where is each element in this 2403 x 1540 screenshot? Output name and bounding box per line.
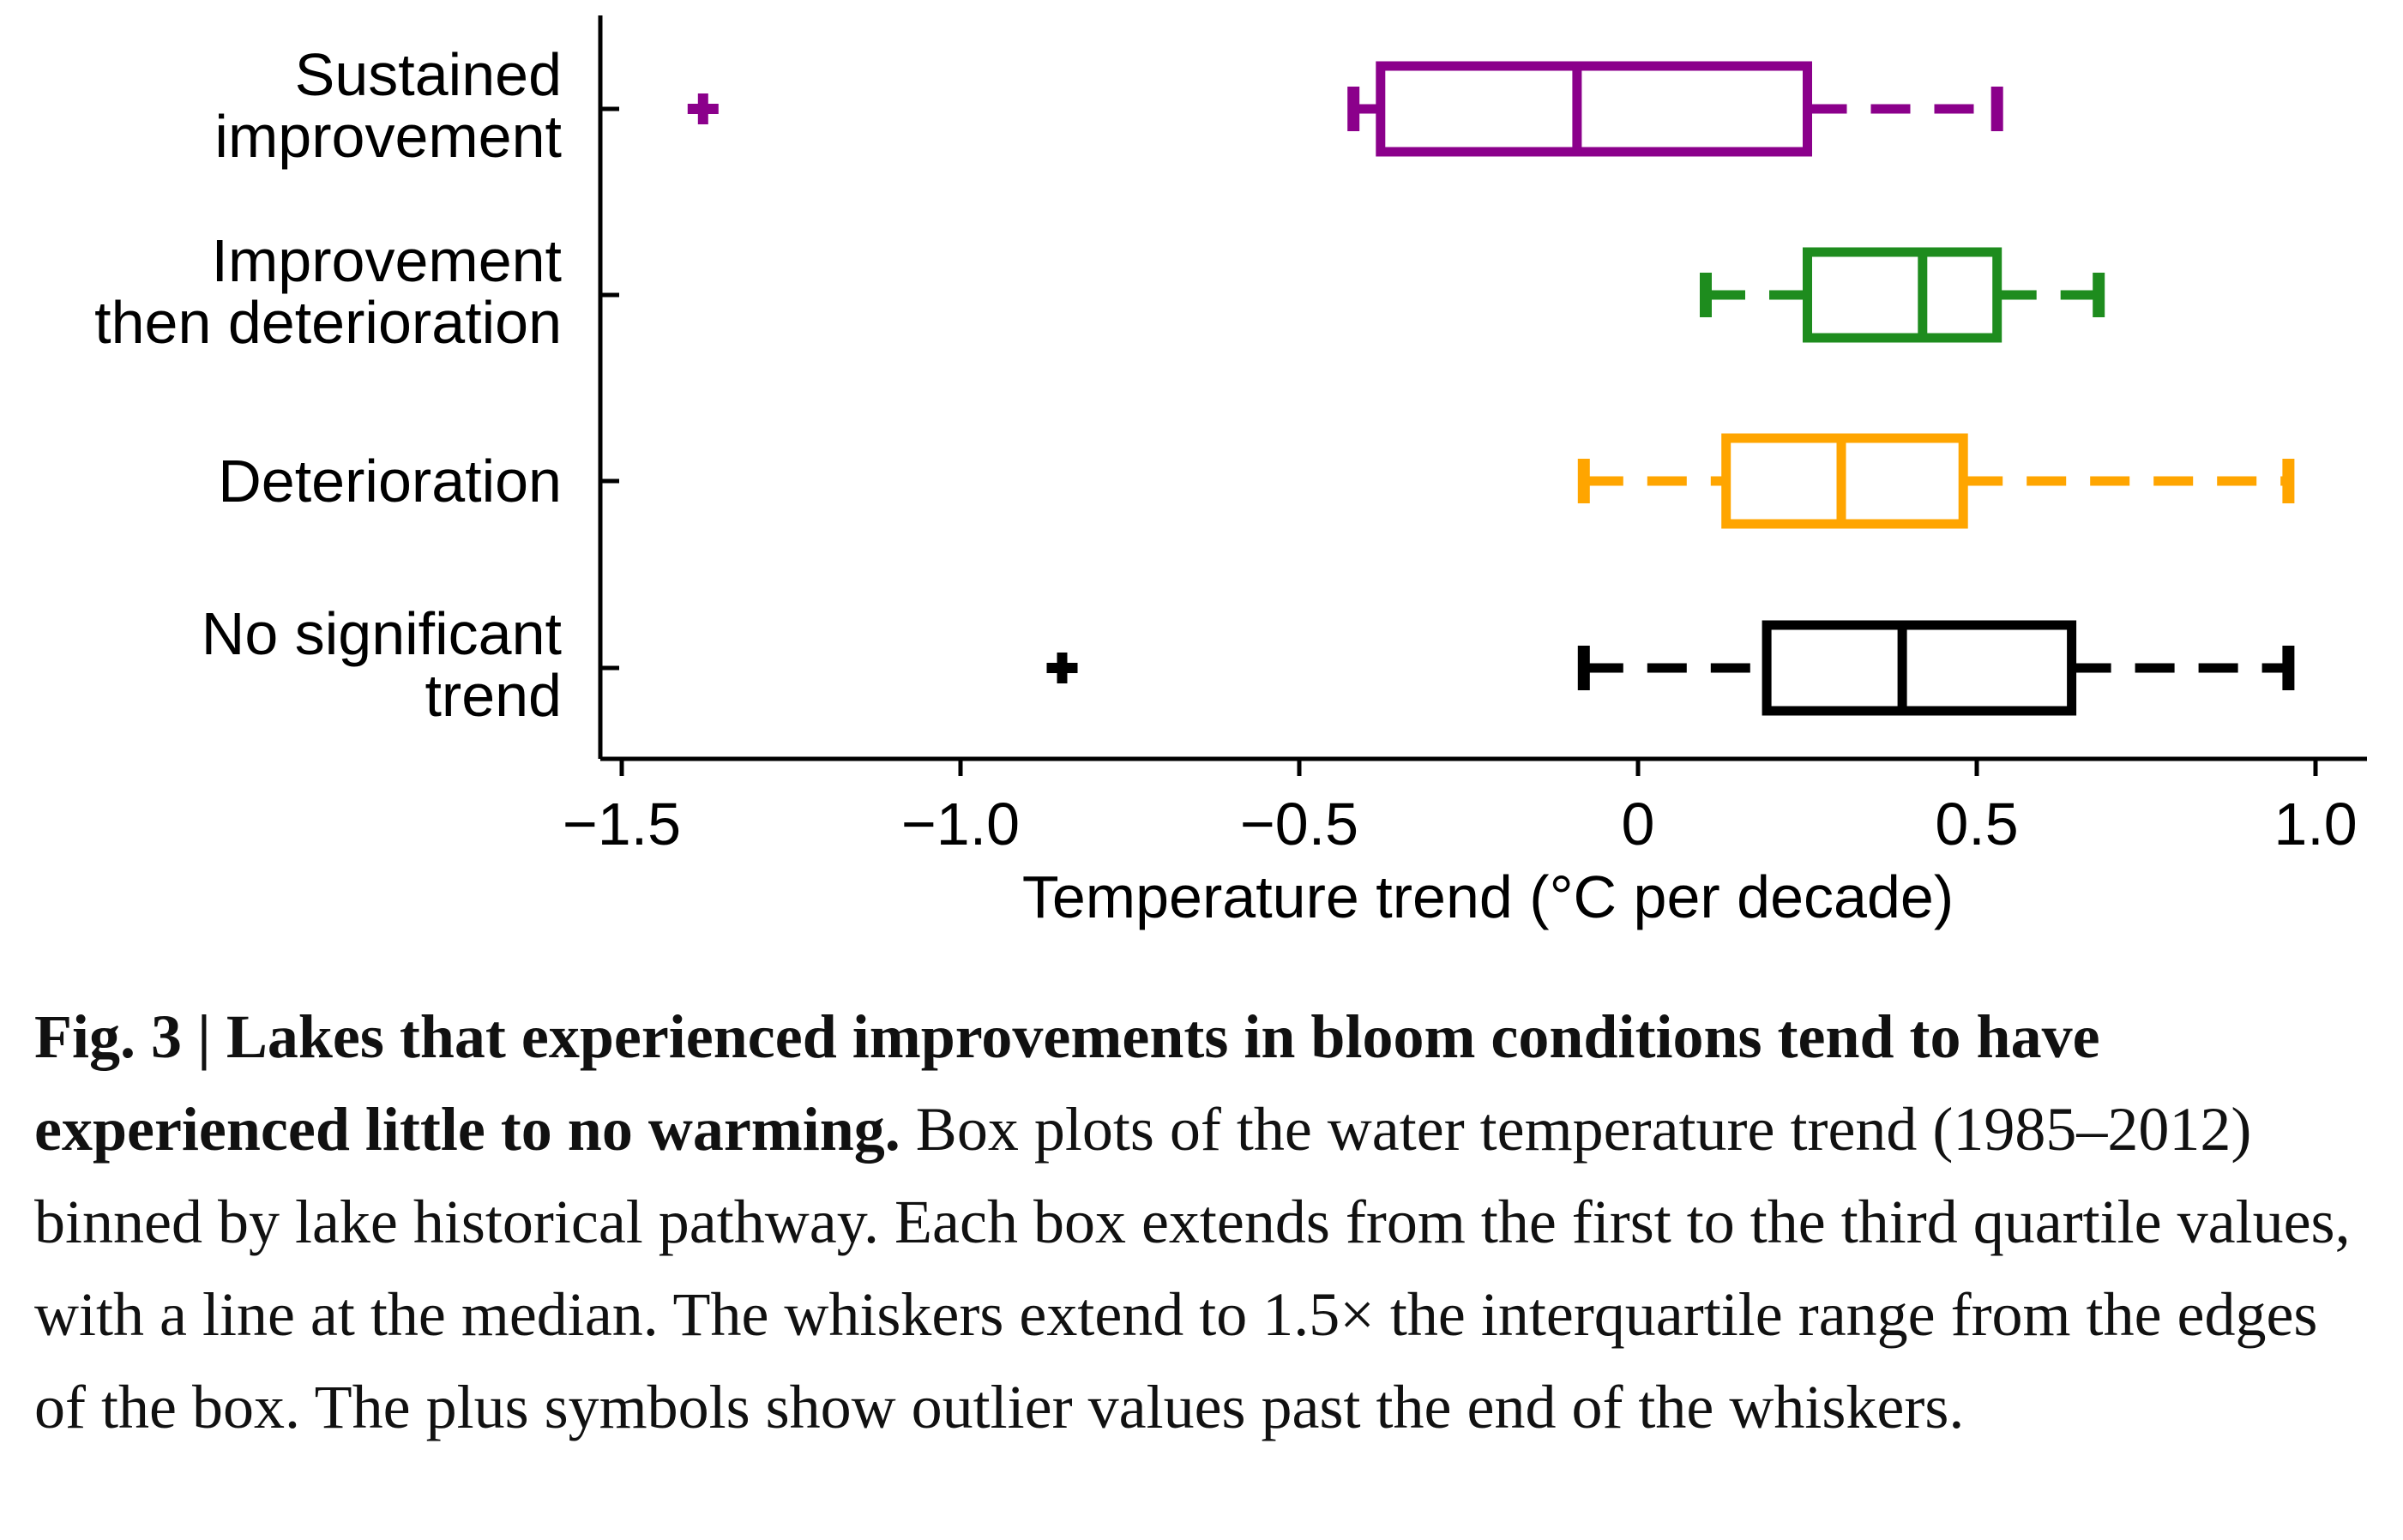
iqr-box (1762, 620, 2077, 716)
caption-body: Box plots of the water temperature trend… (34, 1095, 2351, 1441)
iqr-box (1803, 247, 2002, 343)
figure-caption: Fig. 3 | Lakes that experienced improvem… (34, 990, 2384, 1453)
x-tick-label: 1.0 (2274, 791, 2357, 857)
x-axis-title: Temperature trend (°C per decade) (1022, 863, 1954, 930)
category-label: Improvement (212, 227, 562, 294)
category-label: Sustained (295, 41, 562, 108)
x-tick-label: −0.5 (1240, 791, 1358, 857)
category-label: trend (425, 662, 562, 729)
x-tick-label: 0.5 (1935, 791, 2018, 857)
x-tick-label: −1.5 (563, 791, 681, 857)
x-tick-label: 0 (1622, 791, 1655, 857)
category-label: then deterioration (94, 289, 562, 356)
category-label: improvement (214, 103, 562, 170)
iqr-box (1376, 61, 1813, 157)
caption-title: Fig. 3 | Lakes that experienced improvem… (34, 1002, 2100, 1164)
x-tick-label: −1.0 (901, 791, 1020, 857)
category-label: Deterioration (218, 448, 562, 514)
category-label: No significant (202, 600, 562, 667)
box-plot-chart: −1.5 −1.0 −0.5 0 0.5 1.0 Temperature trend (°C… (94, 15, 2367, 930)
